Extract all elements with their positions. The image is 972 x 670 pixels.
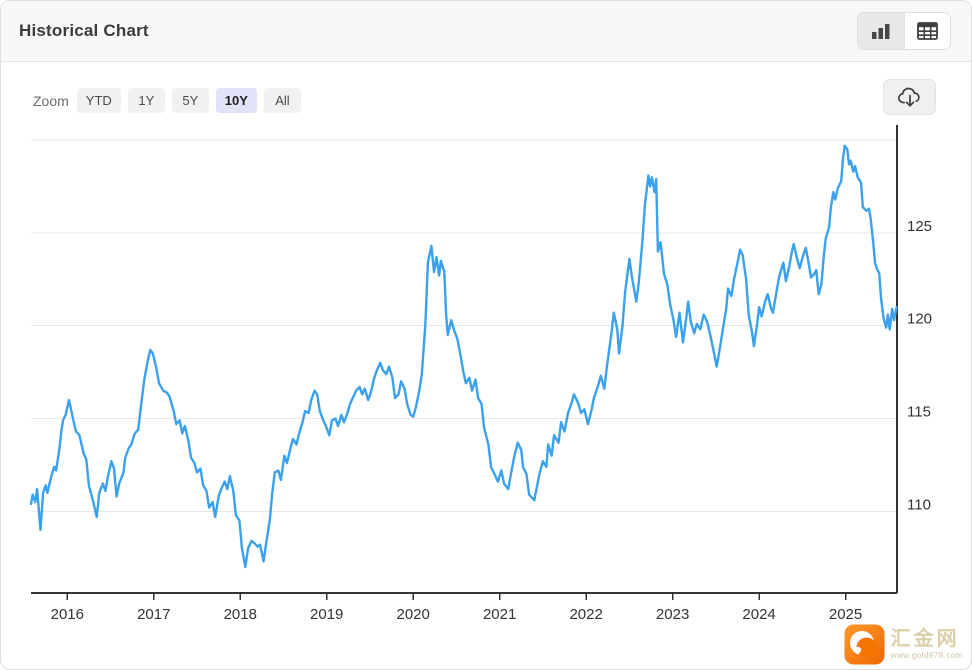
cloud-download-icon <box>897 87 920 107</box>
svg-text:2019: 2019 <box>310 606 343 623</box>
svg-text:2016: 2016 <box>51 606 84 623</box>
svg-text:2022: 2022 <box>569 606 602 623</box>
view-toggle <box>857 12 951 50</box>
axes <box>31 125 898 600</box>
bar-chart-icon <box>872 24 890 39</box>
zoom-range-all[interactable]: All <box>263 88 301 113</box>
svg-text:125: 125 <box>907 218 932 235</box>
svg-text:2023: 2023 <box>656 606 689 623</box>
zoom-range-1y[interactable]: 1Y <box>127 88 165 113</box>
zoom-range-selector: Zoom YTD 1Y 5Y 10Y All <box>33 88 308 113</box>
watermark: 汇金网 www.gold678.com <box>844 624 963 665</box>
watermark-site-name: 汇金网 <box>890 628 960 650</box>
svg-text:2018: 2018 <box>224 606 257 623</box>
svg-text:2017: 2017 <box>137 606 170 623</box>
svg-text:2020: 2020 <box>397 606 430 623</box>
watermark-site-url: www.gold678.com <box>890 651 963 660</box>
chart-view-button[interactable] <box>858 13 904 49</box>
svg-text:2021: 2021 <box>483 606 516 623</box>
table-icon <box>917 22 938 40</box>
price-line-series <box>29 144 898 569</box>
zoom-label: Zoom <box>33 92 69 109</box>
table-view-button[interactable] <box>904 13 950 49</box>
svg-text:110: 110 <box>907 496 931 513</box>
chart-area: Zoom YTD 1Y 5Y 10Y All <box>1 62 971 669</box>
zoom-range-10y[interactable]: 10Y <box>215 88 257 113</box>
svg-text:2024: 2024 <box>742 606 775 623</box>
card-header: Historical Chart <box>1 1 971 62</box>
svg-text:2025: 2025 <box>829 606 862 623</box>
download-button[interactable] <box>883 79 936 115</box>
axis-labels: 2016 2017 2018 2019 2020 2021 2022 2023 2024 2025… <box>51 218 932 623</box>
page-title: Historical Chart <box>19 21 149 40</box>
svg-text:115: 115 <box>907 404 931 421</box>
huijin-logo-icon <box>844 624 885 665</box>
zoom-range-ytd[interactable]: YTD <box>76 88 121 113</box>
zoom-range-5y[interactable]: 5Y <box>171 88 209 113</box>
svg-text:120: 120 <box>907 311 932 328</box>
